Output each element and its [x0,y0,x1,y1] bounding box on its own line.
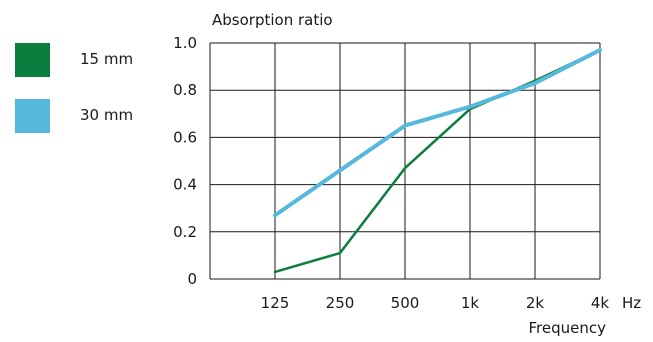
legend-label-30mm: 30 mm [80,106,133,124]
y-axis-label: Absorption ratio [212,11,333,29]
y-tick-label: 1.0 [173,34,197,52]
y-tick-label: 0.6 [173,128,197,146]
x-tick-label: 250 [326,294,355,312]
x-tick-label: 500 [391,294,420,312]
series-line-30mm [273,48,602,218]
x-axis-unit: Hz [622,294,641,312]
x-axis-ticks: 125 250 500 1k 2k 4k [261,294,610,312]
legend-label-15mm: 15 mm [80,50,133,68]
y-tick-label: 0.8 [173,81,197,99]
y-tick-label: 0 [187,270,197,288]
chart-legend: 15 mm 30 mm [15,43,133,133]
x-tick-label: 2k [526,294,545,312]
y-axis-ticks: 0 0.2 0.4 0.6 0.8 1.0 [173,34,197,288]
y-tick-label: 0.2 [173,223,197,241]
y-tick-label: 0.4 [173,176,197,194]
x-axis-label: Frequency [529,319,607,337]
x-tick-label: 4k [591,294,610,312]
series-line-15mm [273,48,602,274]
x-tick-label: 1k [461,294,480,312]
legend-swatch-15mm [15,43,50,77]
x-tick-label: 125 [261,294,290,312]
chart-series [273,48,602,274]
legend-swatch-30mm [15,99,50,133]
